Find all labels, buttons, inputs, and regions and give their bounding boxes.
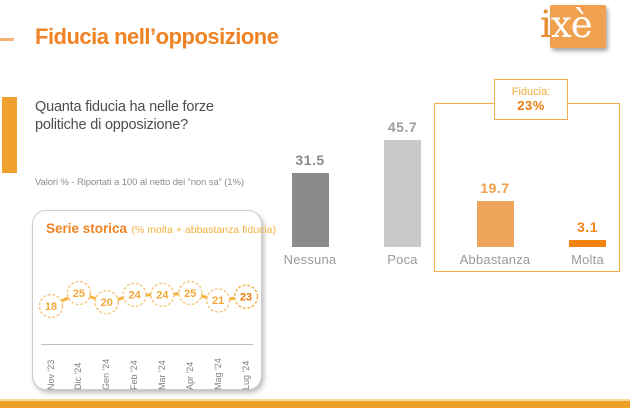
trend-marker-value: 20 (101, 297, 113, 309)
trend-line-chart: 18 25 20 24 24 25 21 23 (38, 280, 259, 319)
bar-poca (384, 140, 421, 247)
trend-marker-value: 25 (73, 288, 85, 300)
trend-month-label: Lug '24 (240, 360, 251, 390)
trend-month-label: Apr '24 (184, 361, 195, 390)
ixe-logo: ixè (540, 2, 610, 52)
trend-marker-value: 21 (212, 295, 224, 307)
trend-marker (66, 280, 92, 306)
ixe-logo-square (550, 5, 606, 48)
bar-category-poca: Poca (387, 252, 418, 267)
trend-marker (94, 290, 119, 315)
ixe-logo-text: ixè (540, 0, 610, 50)
serie-storica-panel: Serie storica (% molta + abbastanza fidu… (32, 210, 276, 390)
bar-category-molta: Molta (571, 252, 604, 267)
bar-molta (569, 240, 606, 247)
bar-category-nessuna: Nessuna (283, 252, 337, 267)
bottom-accent-strip (0, 399, 630, 408)
question-accent-block (2, 97, 17, 173)
ixe-logo-letters-xe: xè (550, 3, 593, 46)
bar-nessuna (291, 173, 329, 247)
bar-category-abbastanza: Abbastanza (459, 252, 531, 267)
trend-month-label: Feb '24 (129, 360, 140, 390)
trend-marker-value: 24 (128, 290, 141, 302)
title-dash-decoration (0, 38, 14, 41)
methodology-note: Valori % - Riportati a 100 al netto dei … (35, 177, 244, 188)
trend-marker-value: 18 (45, 301, 57, 313)
trend-marker-value: 24 (156, 290, 169, 302)
trend-month-label: Dic '24 (73, 362, 84, 390)
trend-month-label: Mar '24 (156, 360, 167, 390)
trend-marker (150, 282, 175, 308)
page-title: Fiducia nell’opposizione (35, 24, 279, 49)
bar-value-molta: 3.1 (577, 219, 598, 235)
bar-value-nessuna: 31.5 (295, 152, 325, 168)
trend-marker-value: 25 (184, 288, 196, 300)
bar-abbastanza (476, 201, 514, 247)
serie-storica-title-main: Serie storica (46, 221, 128, 236)
bar-value-poca: 45.7 (387, 119, 418, 135)
trend-x-axis-line (41, 344, 253, 345)
trend-marker (233, 284, 259, 309)
trend-month-label: Nov '23 (45, 359, 56, 390)
fiducia-callout-label: Fiducia: (511, 86, 551, 98)
serie-storica-title: Serie storica (% molta + abbastanza fidu… (46, 220, 276, 238)
ixe-logo-letter-i: i (540, 3, 552, 46)
trend-marker (122, 282, 147, 308)
trend-marker-value: 23 (240, 292, 252, 304)
fiducia-callout: Fiducia: 23% (494, 79, 568, 120)
survey-question: Quanta fiducia ha nelle forze politiche … (35, 99, 214, 134)
trend-month-label: Gen '24 (101, 358, 112, 390)
fiducia-callout-value: 23% (517, 98, 545, 113)
trend-marker (205, 288, 231, 313)
trend-marker (178, 280, 203, 306)
fiducia-bracket (434, 103, 620, 272)
trend-marker (38, 293, 64, 319)
trend-month-label: Mag '24 (212, 358, 223, 390)
serie-storica-title-sub: (% molta + abbastanza fiducia) (131, 224, 276, 236)
bar-value-abbastanza: 19.7 (480, 180, 510, 196)
